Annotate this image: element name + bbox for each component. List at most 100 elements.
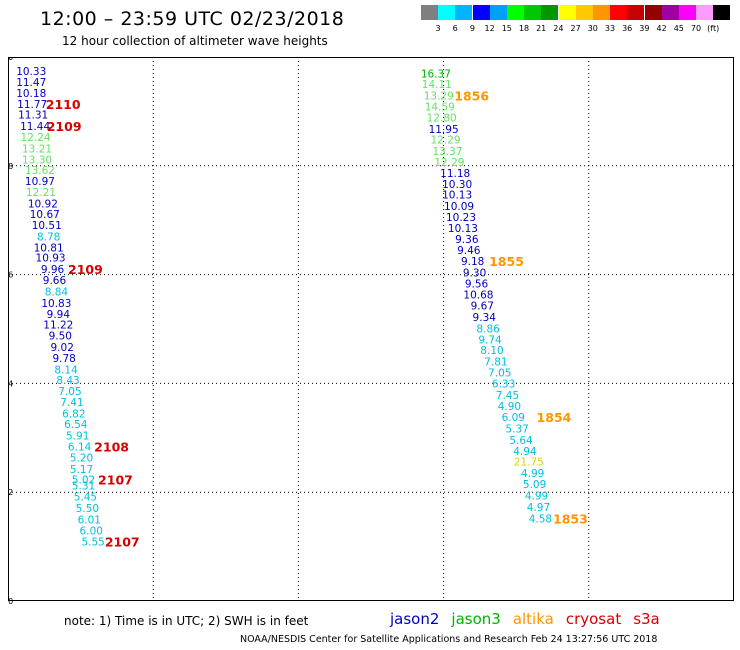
scale-label: 24 [553,24,564,33]
scale-label: 45 [673,24,684,33]
pass-time-label: 2108 [94,440,129,455]
scale-label: 30 [587,24,598,33]
wave-height-value: 5.50 [76,503,99,515]
scale-label: 9 [469,24,475,33]
wave-height-value: 11.47 [16,77,46,89]
wave-height-value: 13.30 [22,154,52,166]
footer-note: note: 1) Time is in UTC; 2) SWH is in fe… [64,614,309,628]
lat-tick-label: 34 [8,379,13,388]
wave-height-value: 5.91 [66,431,89,443]
scale-label: 6 [452,24,458,33]
wave-height-value: 9.18 [461,256,484,268]
wave-height-value: 9.56 [465,278,489,290]
wave-height-value: 6.14 [68,442,92,454]
wave-height-value: 8.14 [54,364,78,376]
wave-height-value: 10.51 [32,220,62,232]
wave-height-value: 8.43 [56,375,79,387]
legend-s3a: s3a [633,610,660,628]
wave-height-value: 13.29 [424,91,454,103]
lon-tick-label: 165 [726,604,736,605]
wave-height-value: 9.02 [51,342,74,354]
wave-height-value: 5.64 [509,435,533,447]
lat-tick-label: 32 [8,488,13,497]
wave-height-value: 6.09 [502,412,525,424]
pass-time-label: 2110 [46,97,81,112]
scale-label: 36 [622,24,633,33]
lon-tick-label: 150 [8,604,16,605]
wave-height-value: 9.66 [43,275,67,287]
wave-height-value: 4.90 [498,401,521,413]
scale-label: 42 [656,24,667,33]
wave-height-value: 9.34 [473,312,497,324]
scale-label: 15 [501,24,512,33]
lon-tick-label: 159 [436,604,451,605]
legend-jason2: jason2 [390,610,440,628]
scale-label: 21 [536,24,547,33]
map-frame [8,57,734,601]
wave-height-value: 9.78 [52,353,75,365]
scale-swatch [438,5,456,20]
wave-height-value: 12.29 [434,157,464,169]
wave-height-value: 6.00 [80,525,103,537]
wave-height-value: 21.75 [514,457,544,469]
wave-height-value: 6.33 [492,378,515,390]
wave-height-value: 10.83 [41,298,71,310]
scale-swatch [627,5,645,20]
pass-time-label: 2107 [98,473,133,488]
wave-height-value: 10.30 [442,179,472,191]
scale-label: 18 [518,24,530,33]
lat-tick-label: 40 [8,57,13,62]
wave-height-value: 5.31 [72,481,95,493]
lon-tick-label: 156 [291,604,306,605]
scale-swatch [455,5,473,20]
wave-height-value: 7.81 [484,357,507,369]
wave-height-value: 12.24 [21,132,51,144]
wave-height-value: 10.97 [25,176,55,188]
legend-cryosat: cryosat [565,610,622,628]
wave-height-value: 7.05 [488,368,511,380]
scale-swatch [507,5,524,20]
wave-height-value: 5.09 [523,479,546,491]
pass-time-label: 1856 [454,89,489,104]
lat-tick-label: 36 [8,271,13,280]
scale-label: 3 [435,24,441,33]
wave-height-value: 10.09 [444,201,474,213]
scale-swatch [610,5,628,20]
scale-label: 33 [604,24,616,33]
pass-time-label: 1854 [537,410,572,425]
scale-label: 70 [690,24,702,33]
wave-height-value: 13.62 [25,165,55,177]
wave-height-value: 9.30 [463,267,486,279]
wave-height-value: 10.93 [36,253,66,265]
scale-swatch [558,5,576,20]
scale-swatch [644,5,662,20]
legend-jason3: jason3 [451,610,501,628]
pass-time-label: 1853 [553,511,588,526]
axis-ticks: 150 153 156 159 162 165 30 32 34 36 38 40 [8,57,736,605]
wave-height-value: 10.67 [30,209,60,221]
scale-swatch [489,5,507,20]
wave-height-value: 5.02 [72,475,95,487]
wave-height-value: 11.18 [440,168,470,180]
wave-height-value: 10.13 [448,223,478,235]
lat-tick-label: 30 [8,597,13,605]
wave-height-value: 9.67 [471,301,494,313]
wave-height-value: 13.37 [432,146,462,158]
wave-height-value: 5.45 [74,492,97,504]
scale-label: 12 [484,24,495,33]
scale-swatch [524,5,542,20]
wave-height-value: 5.37 [505,424,528,436]
wave-height-value: 9.36 [455,234,479,246]
wave-height-value: 10.23 [446,212,476,224]
wave-height-value: 10.92 [28,198,58,210]
wave-height-value: 6.82 [62,408,85,420]
scale-swatch [661,5,679,20]
scale-label: (ft) [707,24,720,33]
scale-swatch [679,5,696,20]
wave-height-map: 150153156159162165303234363840 10.3311.4… [8,57,736,605]
footer-credit: NOAA/NESDIS Center for Satellite Applica… [240,634,658,645]
wave-height-value: 6.01 [78,514,101,526]
scale-swatch [593,5,610,20]
scale-swatch [575,5,593,20]
wave-height-value: 9.96 [41,264,65,276]
